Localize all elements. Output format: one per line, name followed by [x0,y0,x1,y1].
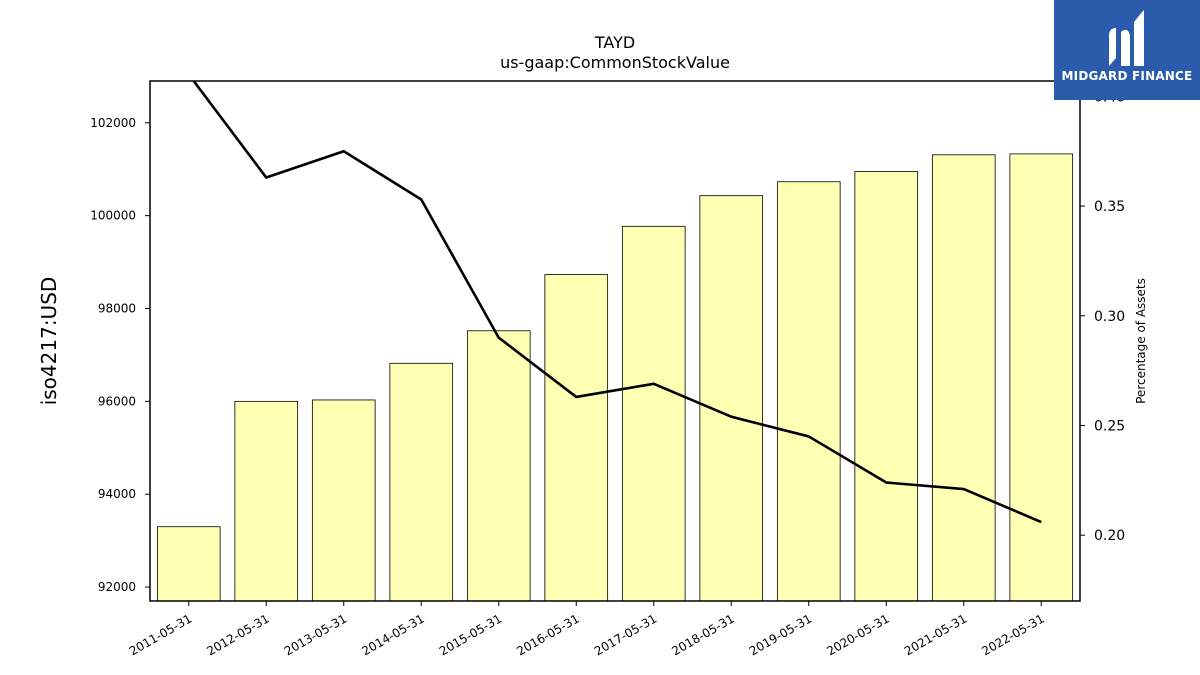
bar-2015-05-31 [466,330,531,602]
bar-2016-05-31 [544,274,609,602]
x-tick-label: 2022-05-31 [979,611,1046,658]
bar-2018-05-31 [699,195,764,602]
y2-tick-label: 0.30 [1094,309,1125,325]
bar-2011-05-31 [156,526,221,602]
x-tick-label: 2018-05-31 [669,611,736,658]
x-tick-label: 2017-05-31 [592,611,659,658]
brand-logo: MIDGARD FINANCE [1054,0,1200,100]
y-tick-label: 102000 [90,116,136,130]
right-axis: 0.200.250.300.350.40 [1080,89,1125,544]
bar-2021-05-31 [931,154,996,602]
x-tick-label: 2021-05-31 [902,611,969,658]
midgard-logo-icon [1109,10,1144,66]
y-tick-label: 100000 [90,209,136,223]
y-axis-label: iso4217:USD [37,277,61,406]
chart-subtitle: us-gaap:CommonStockValue [500,53,730,72]
x-tick-label: 2019-05-31 [747,611,814,658]
x-tick-label: 2011-05-31 [127,611,194,658]
bar-2019-05-31 [776,181,841,602]
percentage-line [192,81,1042,524]
bar-2017-05-31 [621,225,686,602]
x-axis: 2011-05-31 2012-05-31 2013-05-31 2014-05-31… [127,601,1047,658]
y-tick-label: 92000 [98,580,136,594]
plot-frame [149,80,1081,602]
bar-2012-05-31 [234,400,299,602]
y2-tick-label: 0.20 [1094,528,1125,544]
y-tick-label: 98000 [98,302,136,316]
bar-series [156,153,1074,602]
x-tick-label: 2012-05-31 [204,611,271,658]
y2-axis-label: Percentage of Assets [1134,278,1148,404]
brand-name: MIDGARD FINANCE [1061,69,1193,83]
chart-title: TAYD [594,33,635,52]
x-tick-label: 2015-05-31 [437,611,504,658]
bar-2013-05-31 [311,399,376,602]
x-tick-label: 2013-05-31 [282,611,349,658]
x-tick-label: 2016-05-31 [514,611,581,658]
y-tick-label: 96000 [98,394,136,408]
x-tick-label: 2014-05-31 [359,611,426,658]
x-tick-label: 2020-05-31 [824,611,891,658]
y-tick-label: 94000 [98,487,136,501]
left-axis: 92000 94000 96000 98000 100000 102000 [90,116,150,594]
bar-2014-05-31 [389,362,454,602]
y2-tick-label: 0.25 [1094,418,1125,434]
bar-2022-05-31 [1009,153,1074,602]
line-series [192,81,1042,524]
bar-2020-05-31 [854,171,919,602]
y2-tick-label: 0.35 [1094,199,1125,215]
